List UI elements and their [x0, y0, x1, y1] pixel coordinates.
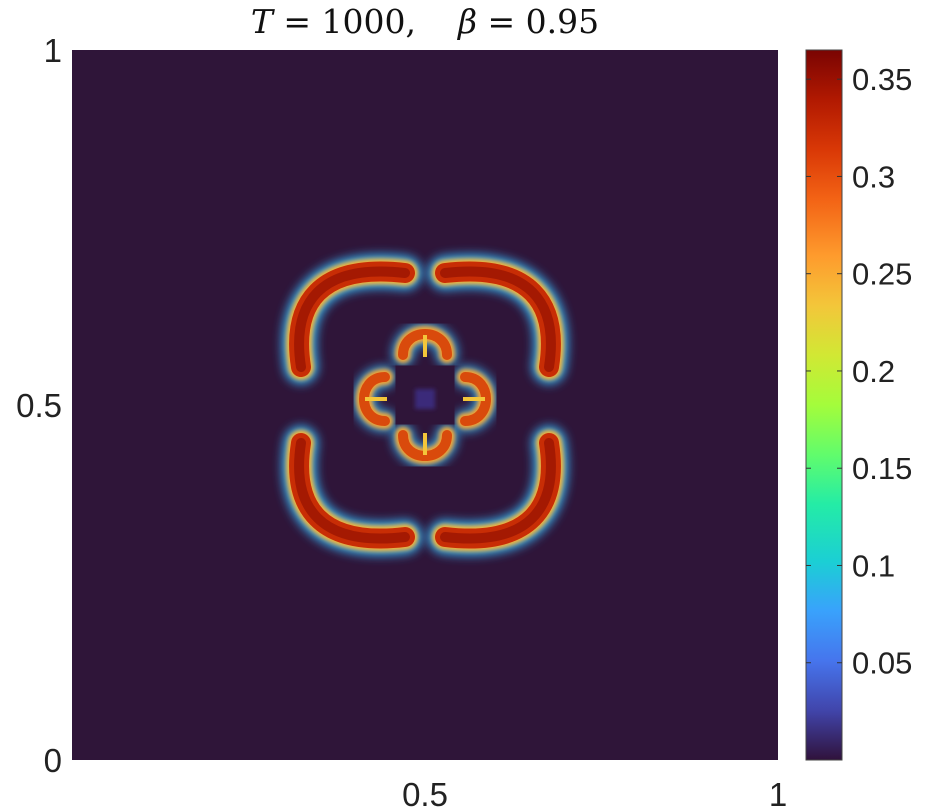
inner-lobe-top-core [398, 329, 452, 360]
field-layer [282, 254, 568, 556]
outer-arc-top-left-peak [294, 266, 410, 372]
outer-arc-top-right [428, 254, 568, 384]
y-tick-label: 0.5 [16, 387, 62, 424]
chart-title: T = 1000, β = 0.95 [250, 2, 600, 41]
inner-lobe-right-core [460, 372, 491, 426]
y-tick-label: 1 [44, 32, 62, 69]
outer-arc-top-right-peak [440, 266, 556, 372]
inner-lobe-top [392, 323, 458, 366]
outer-arc-bottom-right [428, 426, 568, 556]
outer-arc-top-left [282, 254, 422, 384]
inner-lobe-bottom [392, 424, 458, 467]
colorbar-ticks: 0.05 0.1 0.15 0.2 0.25 0.3 0.35 [806, 62, 912, 681]
colorbar-tick-label: 0.15 [852, 451, 912, 486]
y-tick-label: 0 [44, 742, 62, 779]
outer-arc-bottom-left-peak [294, 438, 410, 544]
title-beta-value: 0.95 [525, 2, 600, 41]
x-axis: 0.5 1 [402, 776, 787, 812]
inner-lobe-left [353, 366, 396, 432]
outer-arc-bottom-left [282, 426, 422, 556]
inner-lobe-right [454, 366, 497, 432]
title-t-symbol: T [250, 2, 273, 41]
y-axis: 00.51 [16, 32, 62, 779]
title-beta-symbol: β [457, 2, 478, 41]
colorbar [805, 49, 843, 761]
outer-arc-bottom-right-peak [440, 438, 556, 544]
inner-lobe-left-core [359, 372, 390, 426]
colorbar-tick-label: 0.05 [852, 646, 912, 681]
colorbar-tick-label: 0.25 [852, 257, 912, 292]
center-hole [415, 389, 435, 409]
colorbar-tick-label: 0.3 [852, 159, 895, 194]
x-tick-label: 1 [769, 776, 787, 812]
x-tick-label: 0.5 [402, 776, 448, 812]
title-t-value: 1000, [321, 2, 416, 41]
colorbar-tick-label: 0.2 [852, 354, 895, 389]
inner-lobe-bottom-core [398, 430, 452, 461]
colorbar-tick-label: 0.35 [852, 62, 912, 97]
colorbar-tick-label: 0.1 [852, 548, 895, 583]
